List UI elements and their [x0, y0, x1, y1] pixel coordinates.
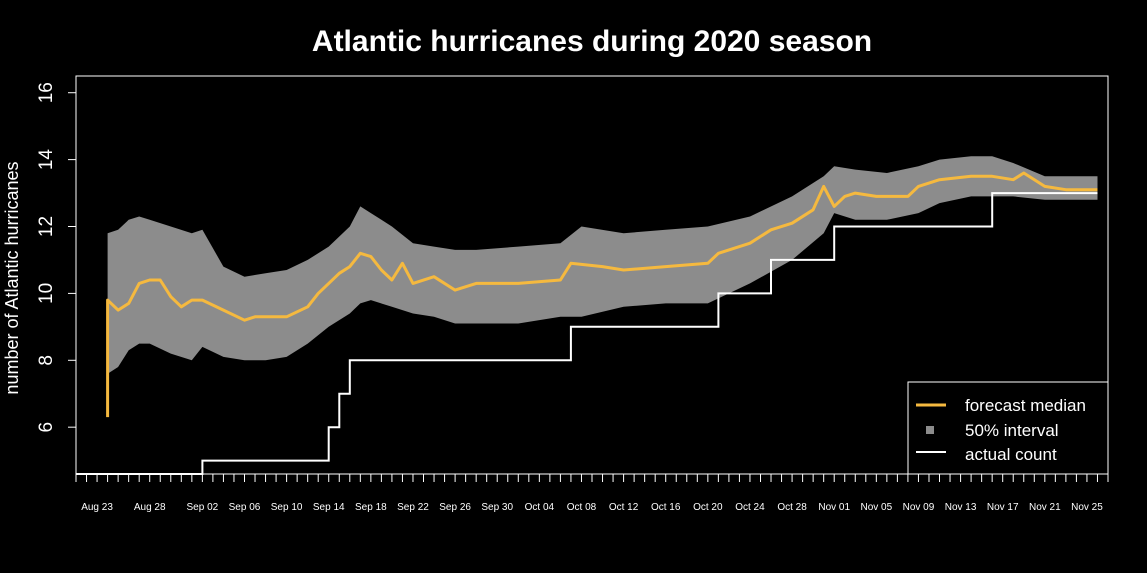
y-tick-label: 14	[36, 149, 57, 171]
x-tick-label: Sep 18	[355, 502, 387, 513]
actual-count-line	[76, 192, 1098, 475]
y-tick-label: 8	[36, 355, 57, 366]
x-tick-label: Oct 08	[567, 502, 597, 513]
legend-interval-swatch	[926, 426, 934, 434]
x-tick-label: Oct 16	[651, 502, 681, 513]
y-tick-label: 6	[36, 422, 57, 433]
legend-actual-label: actual count	[965, 445, 1057, 464]
legend-median-label: forecast median	[965, 396, 1086, 415]
x-tick-label: Aug 28	[134, 502, 166, 513]
x-tick-label: Nov 13	[945, 502, 977, 513]
x-tick-label: Oct 04	[525, 502, 555, 513]
y-tick-label: 12	[36, 216, 57, 237]
legend-box	[907, 381, 1109, 475]
x-tick-label: Aug 23	[81, 502, 113, 513]
x-tick-label: Sep 26	[439, 502, 471, 513]
legend-interval-label: 50% interval	[965, 421, 1059, 440]
x-tick-label: Nov 21	[1029, 502, 1061, 513]
forecast-median-line	[106, 171, 1098, 418]
interval-band	[107, 156, 1098, 374]
y-tick-label: 16	[36, 82, 57, 103]
x-tick-label: Sep 30	[481, 502, 513, 513]
x-tick-label: Oct 24	[735, 502, 765, 513]
x-tick-label: Oct 28	[777, 502, 807, 513]
x-tick-label: Sep 06	[229, 502, 261, 513]
x-tick-label: Nov 01	[818, 502, 850, 513]
y-axis-label: number of Atlantic hurricanes	[2, 161, 22, 394]
legend: forecast median 50% interval actual coun…	[907, 381, 1109, 475]
chart-title: Atlantic hurricanes during 2020 season	[312, 25, 872, 58]
x-tick-label: Sep 10	[271, 502, 303, 513]
x-tick-label: Nov 09	[903, 502, 935, 513]
x-tick-label: Sep 22	[397, 502, 429, 513]
x-tick-label: Nov 17	[987, 502, 1019, 513]
x-tick-label: Nov 25	[1071, 502, 1103, 513]
x-tick-label: Oct 12	[609, 502, 639, 513]
x-tick-label: Sep 14	[313, 502, 345, 513]
x-tick-label: Sep 02	[187, 502, 219, 513]
y-tick-label: 10	[36, 283, 57, 304]
x-axis: Aug 23 Aug 28 Sep 02 Sep 06 Sep 10 Sep 14 Sep …	[75, 474, 1109, 513]
x-tick-label: Oct 20	[693, 502, 723, 513]
y-axis: 6 8 10 12 14 16	[36, 82, 76, 432]
x-tick-label: Nov 05	[860, 502, 892, 513]
interval-band-group	[107, 156, 1098, 374]
actual-count-group	[76, 192, 1098, 475]
median-group	[106, 171, 1098, 418]
